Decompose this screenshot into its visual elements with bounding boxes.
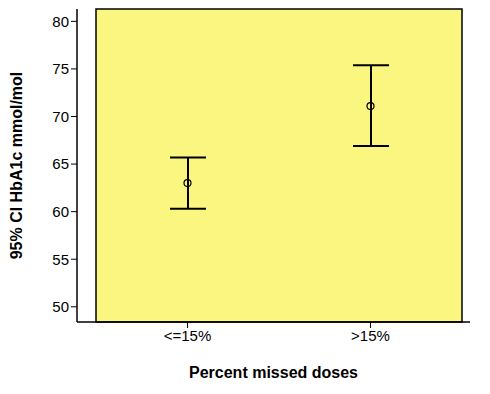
svg-text:70: 70 [52, 108, 69, 125]
svg-text:<=15%: <=15% [164, 327, 212, 344]
svg-text:50: 50 [52, 298, 69, 315]
svg-text:65: 65 [52, 155, 69, 172]
svg-text:>15%: >15% [351, 327, 390, 344]
svg-text:60: 60 [52, 203, 69, 220]
svg-text:75: 75 [52, 60, 69, 77]
svg-text:55: 55 [52, 251, 69, 268]
svg-text:80: 80 [52, 13, 69, 30]
svg-text:Percent missed doses: Percent missed doses [189, 364, 358, 381]
svg-text:95% CI HbA1c mmol/mol: 95% CI HbA1c mmol/mol [8, 72, 25, 260]
